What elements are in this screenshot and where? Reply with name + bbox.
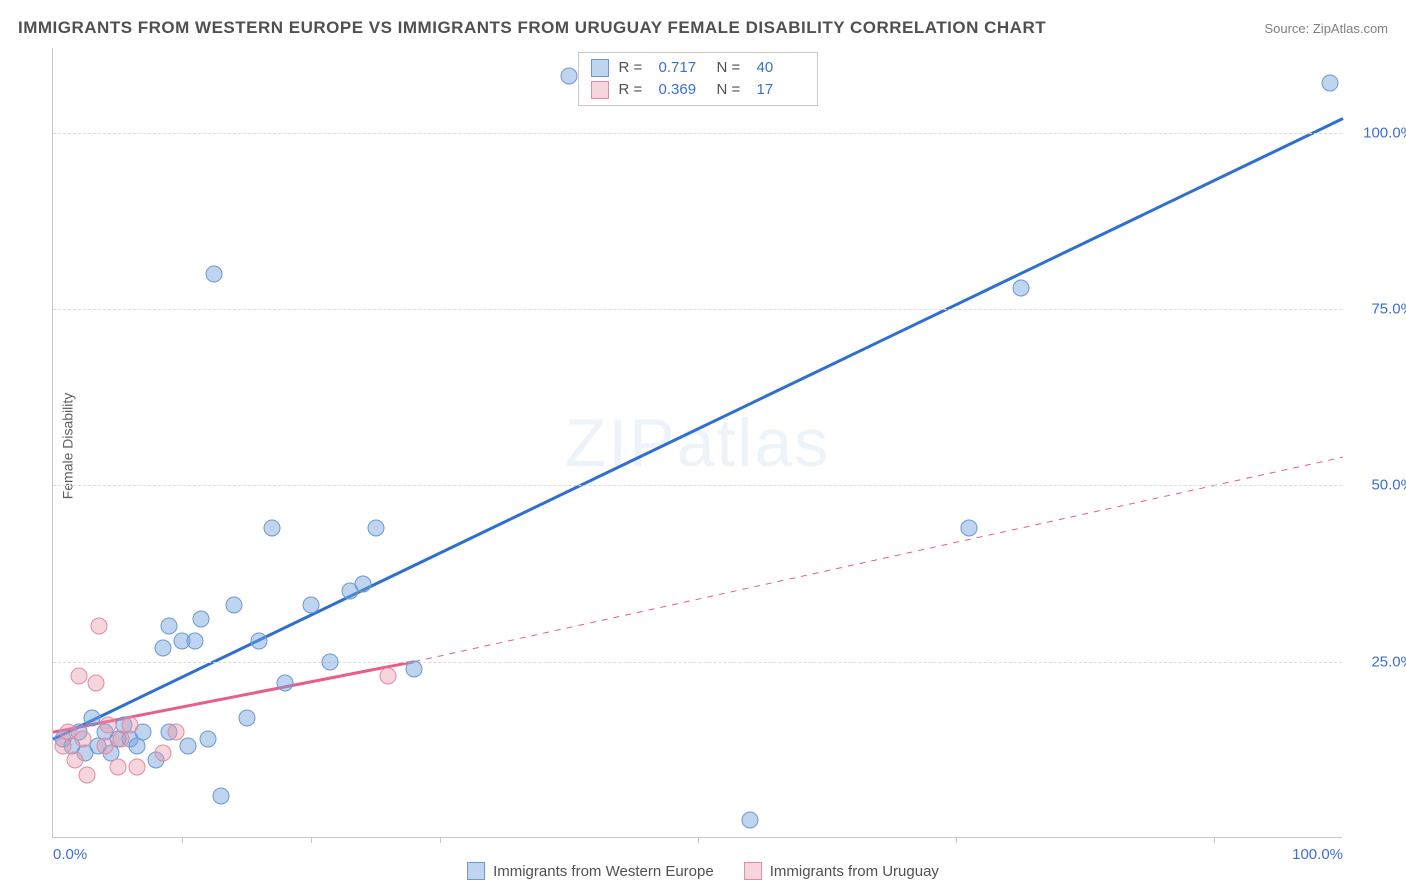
data-point xyxy=(225,597,242,614)
y-tick-label: 25.0% xyxy=(1371,653,1406,670)
data-point xyxy=(1012,279,1029,296)
data-point xyxy=(109,759,126,776)
trend-line xyxy=(53,119,1343,740)
data-point xyxy=(264,519,281,536)
x-tick xyxy=(1214,837,1215,843)
source-attribution: Source: ZipAtlas.com xyxy=(1264,21,1388,36)
legend-swatch xyxy=(744,862,762,880)
gridline-h xyxy=(53,133,1342,134)
data-point xyxy=(96,738,113,755)
x-tick xyxy=(956,837,957,843)
legend-r-label: R = xyxy=(619,79,649,101)
data-point xyxy=(154,639,171,656)
x-tick-label: 0.0% xyxy=(53,846,87,863)
legend-n-label: N = xyxy=(717,79,747,101)
legend-series-label: Immigrants from Western Europe xyxy=(493,863,714,880)
data-point xyxy=(960,519,977,536)
data-point xyxy=(180,738,197,755)
legend-row: R = 0.717 N = 40 xyxy=(591,57,805,79)
legend-r-value: 0.369 xyxy=(659,79,707,101)
data-point xyxy=(380,667,397,684)
legend-swatch xyxy=(591,81,609,99)
data-point xyxy=(167,724,184,741)
data-point xyxy=(561,68,578,85)
data-point xyxy=(367,519,384,536)
data-point xyxy=(212,787,229,804)
x-tick xyxy=(698,837,699,843)
y-tick-label: 50.0% xyxy=(1371,477,1406,494)
data-point xyxy=(78,766,95,783)
legend-swatch xyxy=(591,59,609,77)
data-point xyxy=(1322,75,1339,92)
data-point xyxy=(322,653,339,670)
data-point xyxy=(238,710,255,727)
data-point xyxy=(354,576,371,593)
data-point xyxy=(303,597,320,614)
legend-n-value: 40 xyxy=(757,57,805,79)
legend-item: Immigrants from Western Europe xyxy=(467,862,714,880)
y-tick-label: 100.0% xyxy=(1363,124,1406,141)
trend-line-dashed xyxy=(414,457,1343,662)
legend-swatch xyxy=(467,862,485,880)
legend-r-label: R = xyxy=(619,57,649,79)
legend-item: Immigrants from Uruguay xyxy=(744,862,939,880)
data-point xyxy=(277,674,294,691)
correlation-legend: R = 0.717 N = 40 R = 0.369 N = 17 xyxy=(578,52,818,106)
data-point xyxy=(161,618,178,635)
legend-row: R = 0.369 N = 17 xyxy=(591,79,805,101)
gridline-h xyxy=(53,485,1342,486)
data-point xyxy=(206,265,223,282)
data-point xyxy=(122,717,139,734)
x-tick xyxy=(182,837,183,843)
data-point xyxy=(406,660,423,677)
legend-r-value: 0.717 xyxy=(659,57,707,79)
legend-series-label: Immigrants from Uruguay xyxy=(770,863,939,880)
x-tick xyxy=(440,837,441,843)
series-legend: Immigrants from Western Europe Immigrants… xyxy=(467,862,939,880)
data-point xyxy=(741,812,758,829)
y-tick-label: 75.0% xyxy=(1371,300,1406,317)
gridline-h xyxy=(53,662,1342,663)
gridline-h xyxy=(53,309,1342,310)
data-point xyxy=(199,731,216,748)
data-point xyxy=(193,611,210,628)
data-point xyxy=(100,717,117,734)
data-point xyxy=(186,632,203,649)
data-point xyxy=(87,674,104,691)
data-point xyxy=(91,618,108,635)
data-point xyxy=(251,632,268,649)
x-tick-label: 100.0% xyxy=(1292,846,1343,863)
x-tick xyxy=(311,837,312,843)
data-point xyxy=(66,752,83,769)
data-point xyxy=(74,731,91,748)
legend-n-label: N = xyxy=(717,57,747,79)
watermark: ZIPatlas xyxy=(565,404,830,482)
chart-title: IMMIGRANTS FROM WESTERN EUROPE VS IMMIGR… xyxy=(18,18,1046,38)
data-point xyxy=(128,759,145,776)
data-point xyxy=(83,710,100,727)
scatter-plot: ZIPatlas R =0.717N =40R =0.369N =17 25.0… xyxy=(52,48,1342,838)
legend-n-value: 17 xyxy=(757,79,805,101)
data-point xyxy=(154,745,171,762)
data-point xyxy=(70,667,87,684)
